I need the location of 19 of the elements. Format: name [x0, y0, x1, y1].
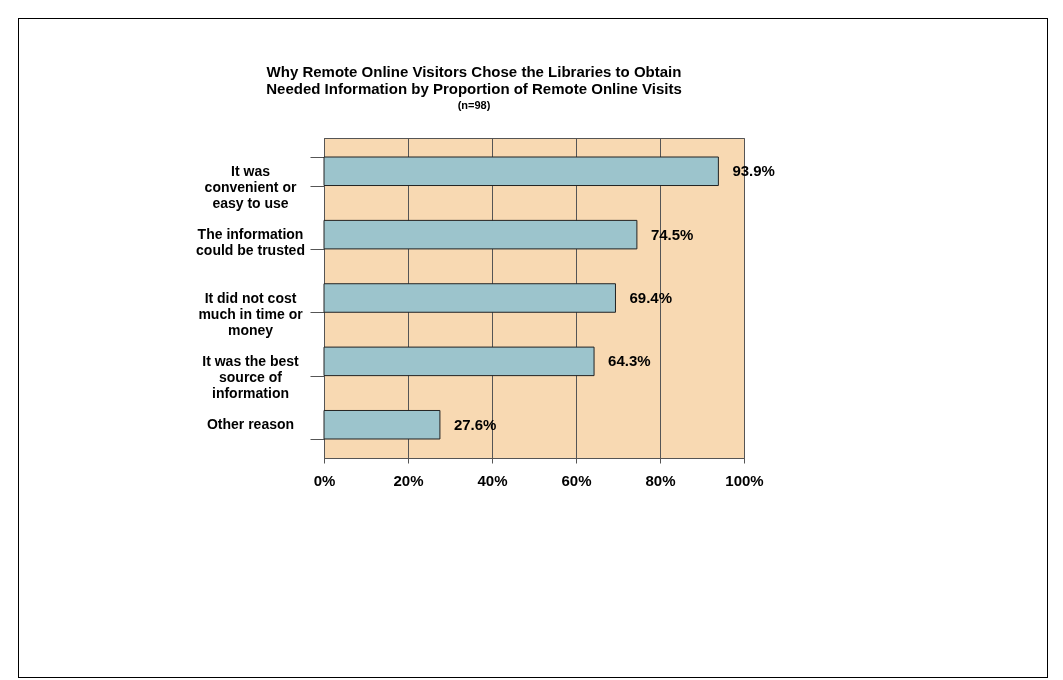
- y-tick-label: Other reason: [206, 416, 295, 433]
- x-tick-label: 20%: [393, 471, 424, 489]
- y-tick-label: It did not cost much in time or money: [198, 289, 304, 338]
- chart-title: Why Remote Online Visitors Chose the Libraries to Obtain Needed Information by Proportion of Remote Online Visits: [266, 63, 682, 97]
- y-tick-label: It was convenient or easy to use: [204, 162, 297, 211]
- x-tick-label: 100%: [725, 471, 764, 489]
- bar: [323, 283, 616, 313]
- y-tick-label: The information could be trusted: [196, 226, 305, 259]
- bar: [323, 156, 719, 187]
- x-tick-label: 60%: [561, 471, 592, 489]
- x-tick-label: 0%: [313, 471, 336, 489]
- chart-subtitle: (n=98): [457, 99, 491, 111]
- y-tick-label: It was the best source of information: [202, 352, 300, 401]
- bar: [323, 409, 441, 440]
- x-tick-label: 40%: [477, 471, 508, 489]
- data-label: 64.3%: [608, 352, 651, 370]
- bar: [323, 346, 595, 377]
- bar: [323, 219, 638, 250]
- x-tick-label: 80%: [645, 471, 676, 489]
